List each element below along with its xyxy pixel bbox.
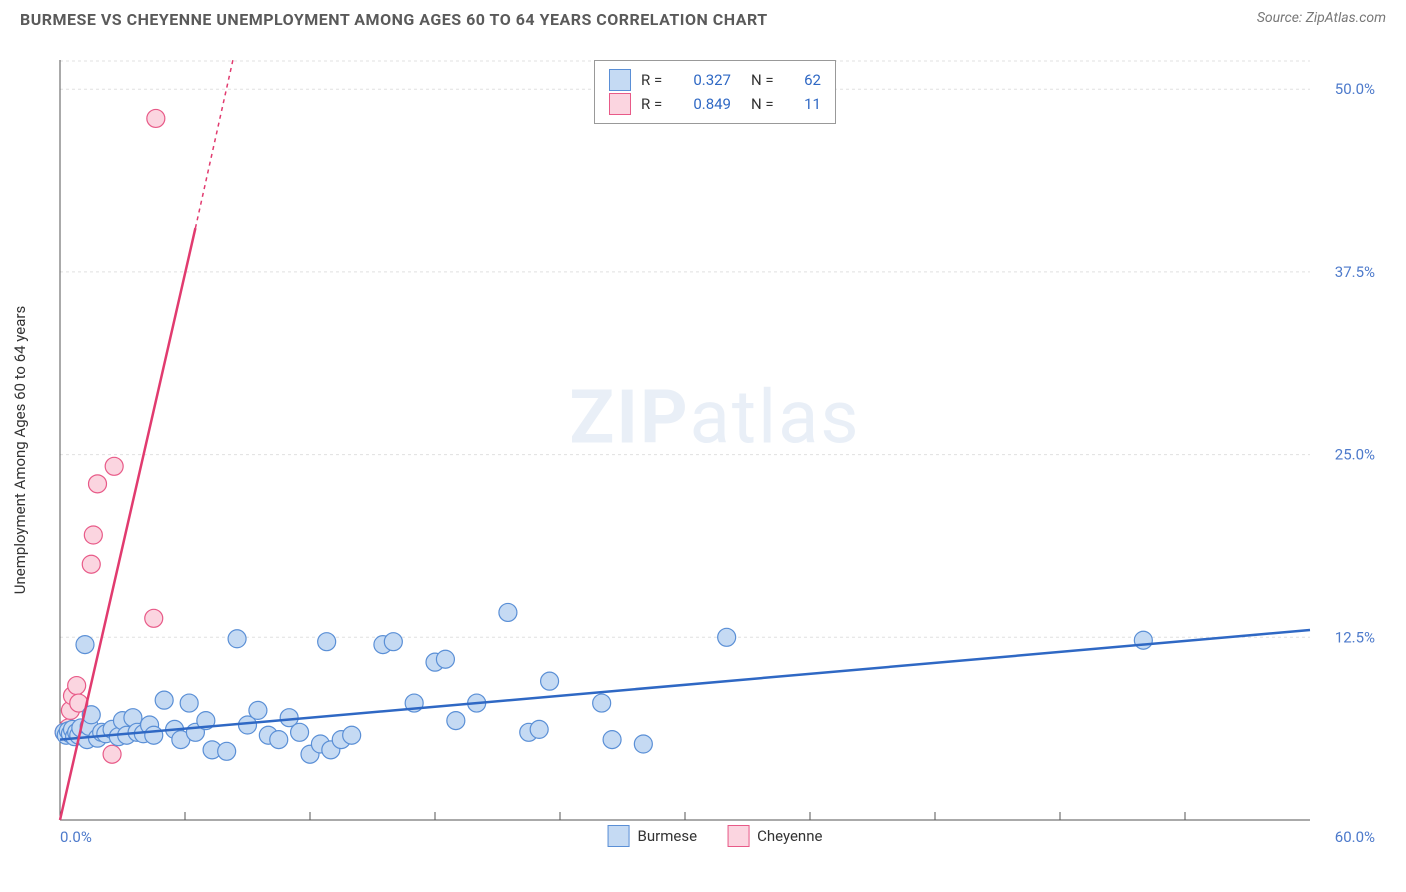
legend-row: R = 0.849 N = 11 [609,93,821,115]
legend-n-label: N = [751,71,781,89]
trend-line-ext [195,60,233,228]
y-axis-title: Unemployment Among Ages 60 to 64 years [11,306,29,594]
legend-correlation: R = 0.327 N = 62 R = 0.849 N = 11 [594,60,836,124]
legend-swatch [609,69,631,91]
data-point [145,609,163,627]
data-point [384,633,402,651]
scatter-plot: 12.5% 25.0% 37.5% 50.0% 0.0% 60.0% [50,55,1380,845]
y-tick-label: 25.0% [1335,446,1375,464]
data-point [76,636,94,654]
data-point [634,735,652,753]
y-tick-label: 37.5% [1335,263,1375,281]
legend-r-label: R = [641,71,671,89]
data-point [318,633,336,651]
legend-swatch [608,825,630,847]
data-point [343,726,361,744]
legend-swatch [609,93,631,115]
legend-swatch [727,825,749,847]
chart-title: BURMESE VS CHEYENNE UNEMPLOYMENT AMONG A… [20,10,768,29]
legend-label: Cheyenne [757,827,822,845]
data-point [291,723,309,741]
data-point [103,745,121,763]
legend-label: Burmese [638,827,698,845]
chart-area: Unemployment Among Ages 60 to 64 years Z… [50,55,1380,845]
data-point [249,701,267,719]
data-point [89,475,107,493]
legend-row: R = 0.327 N = 62 [609,69,821,91]
data-point [155,691,173,709]
legend-n-value: 11 [791,95,821,113]
legend-r-label: R = [641,95,671,113]
data-point [593,694,611,712]
trend-line [60,630,1310,740]
legend-series: Burmese Cheyenne [608,825,823,847]
chart-header: BURMESE VS CHEYENNE UNEMPLOYMENT AMONG A… [0,0,1406,29]
y-tick-label: 50.0% [1335,80,1375,98]
data-point [218,742,236,760]
data-point [1134,631,1152,649]
x-max-label: 60.0% [1335,828,1375,845]
data-point [68,677,86,695]
data-point [541,672,559,690]
legend-n-value: 62 [791,71,821,89]
data-point [499,603,517,621]
data-point [530,720,548,738]
data-point [105,457,123,475]
x-origin-label: 0.0% [60,828,92,845]
legend-item: Burmese [608,825,698,847]
data-point [436,650,454,668]
data-point [447,712,465,730]
data-point [84,526,102,544]
data-point [145,726,163,744]
data-point [270,731,288,749]
data-point [147,109,165,127]
data-point [718,628,736,646]
chart-source: Source: ZipAtlas.com [1257,10,1386,26]
data-point [603,731,621,749]
data-point [180,694,198,712]
data-point [228,630,246,648]
y-tick-label: 12.5% [1335,628,1375,646]
legend-item: Cheyenne [727,825,822,847]
legend-n-label: N = [751,95,781,113]
legend-r-value: 0.327 [681,71,731,89]
legend-r-value: 0.849 [681,95,731,113]
data-point [82,555,100,573]
